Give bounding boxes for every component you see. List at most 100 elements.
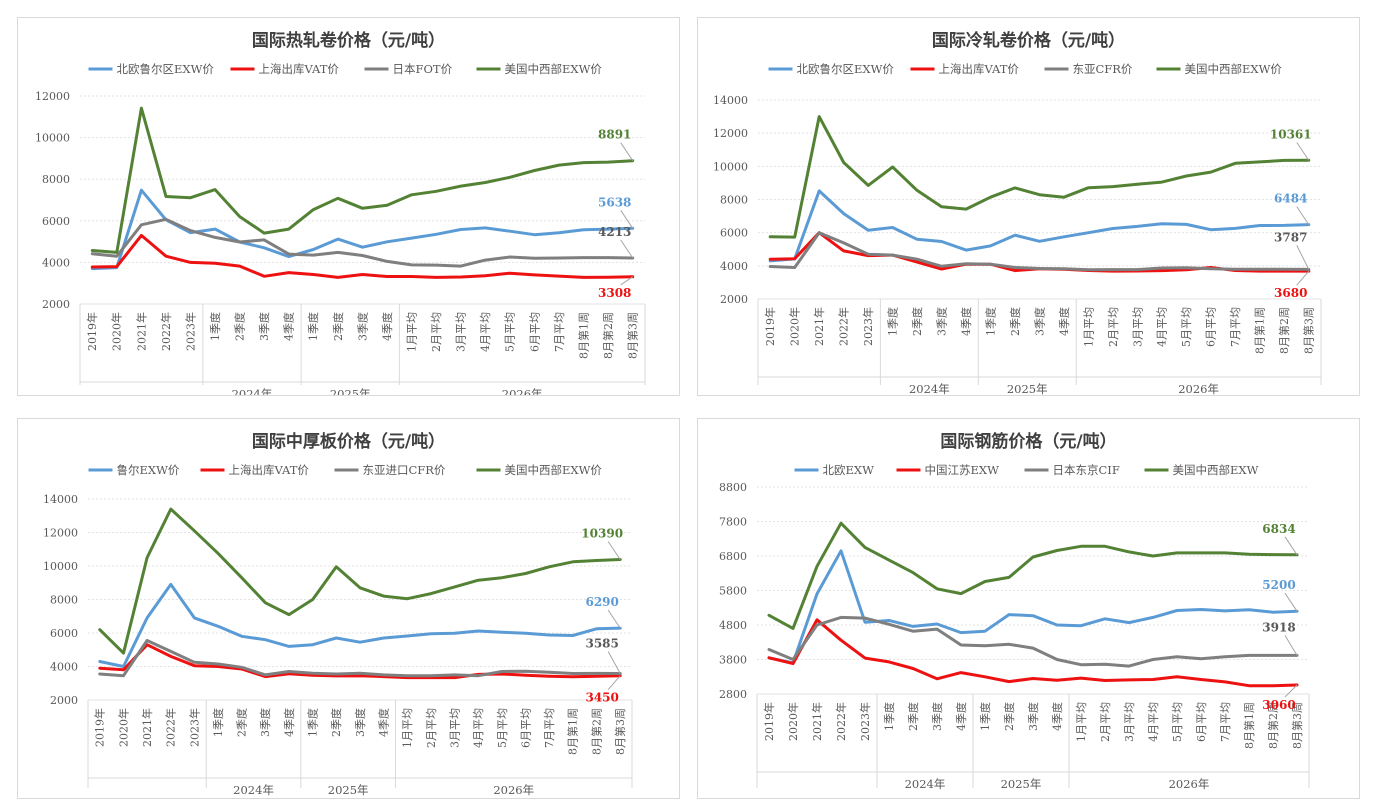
y-tick-label: 2000 [42,298,70,311]
x-tick-label: 2023年 [183,312,197,351]
x-tick-label: 2019年 [763,307,777,346]
leader-line [620,276,633,286]
x-tick-label: 2022年 [837,307,851,346]
series-line [98,639,622,678]
x-tick-label: 4季度 [1050,702,1064,731]
data-label: 10361 [1270,127,1312,141]
x-tick-label: 4季度 [380,312,394,341]
x-tick-label: 3月平均 [455,312,468,352]
x-tick-label: 3季度 [355,312,369,341]
y-tick-label: 6000 [720,227,748,240]
x-tick-label: 2月平均 [430,312,443,352]
x-tick-label: 5月平均 [1171,702,1184,742]
x-tick-label: 2020年 [788,307,802,346]
group-label: 2024年 [233,783,274,797]
y-tick-label: 2000 [50,694,78,707]
leader-line [620,210,634,229]
x-tick-label: 2季度 [233,312,247,341]
legend-label: 上海出库VAT价 [939,62,1020,76]
y-tick-label: 4000 [720,260,748,273]
data-label: 10390 [581,526,623,540]
x-tick-label: 3季度 [1032,307,1046,336]
group-label: 2024年 [905,777,946,791]
x-tick-label: 2季度 [331,312,345,341]
y-tick-label: 8000 [50,594,78,607]
series-line [767,549,1299,665]
x-tick-label: 2023年 [187,708,201,747]
x-tick-label: 2季度 [235,708,249,737]
y-tick-label: 6800 [719,550,747,563]
data-label: 3450 [585,691,618,705]
data-label: 5638 [598,195,631,209]
legend-item: 中国江苏EXW [896,463,999,477]
group-label: 2024年 [232,387,273,395]
data-label: 3918 [1262,620,1295,634]
x-tick-label: 2022年 [159,312,173,351]
legend-item: 日本FOT价 [364,62,453,76]
legend-item: 北欧EXW [794,463,874,477]
x-tick-label: 2021年 [810,702,824,741]
x-tick-label: 2019年 [93,708,107,747]
data-label: 3585 [585,636,618,650]
legend-item: 上海出库VAT价 [200,463,310,477]
x-tick-label: 2019年 [85,312,99,351]
x-tick-label: 2月平均 [1107,307,1120,347]
leader-line [607,675,621,691]
x-tick-label: 8月第2周 [1277,307,1291,354]
y-tick-label: 10000 [35,132,70,145]
x-tick-label: 2022年 [834,702,848,741]
series-line [90,106,635,254]
x-tick-label: 2020年 [786,702,800,741]
x-tick-label: 8月第1周 [1253,307,1267,354]
leader-line [1296,270,1310,286]
x-tick-label: 1季度 [978,702,992,731]
legend-item: 上海出库VAT价 [910,62,1020,76]
data-label: 4213 [598,225,631,239]
y-tick-label: 4000 [50,661,78,674]
legend-item: 上海出库VAT价 [230,62,339,76]
chart-title: 国际中厚板价格（元/吨） [252,431,445,452]
legend-label: 美国中西部EXW价 [505,62,603,76]
y-tick-label: 10000 [713,160,748,173]
x-tick-label: 3月平均 [448,708,461,748]
legend-item: 东亚CFR价 [1044,62,1133,76]
legend-label: 上海出库VAT价 [229,463,310,477]
y-tick-label: 8000 [42,173,70,186]
series-line [98,643,622,680]
x-tick-label: 2023年 [858,702,872,741]
x-tick-label: 3季度 [257,312,271,341]
data-label: 8891 [598,128,631,142]
chart-title: 国际冷轧卷价格（元/吨） [932,30,1125,51]
leader-line [1284,536,1298,556]
legend-label: 东亚进口CFR价 [363,463,446,477]
x-tick-label: 2022年 [164,708,178,747]
group-label: 2025年 [330,387,371,395]
data-label: 6834 [1262,522,1295,536]
data-label: 3060 [1262,698,1295,712]
x-tick-label: 3季度 [934,307,948,336]
chart-title: 国际热轧卷价格（元/吨） [252,30,445,51]
data-label: 3787 [1274,230,1307,244]
medium-heavy-plate-chart: 国际中厚板价格（元/吨） 鲁尔EXW价 上海出库VAT价 东亚进口CFR价 美国中西部E… [43,431,633,797]
leader-line [1284,592,1298,612]
legend-label: 美国中西部EXW [1173,463,1259,477]
x-tick-label: 2季度 [329,708,343,737]
x-tick-label: 3季度 [930,702,944,731]
group-label: 2026年 [502,387,543,395]
x-tick-label: 1季度 [882,702,896,731]
y-tick-label: 14000 [713,94,748,107]
x-tick-label: 4季度 [1057,307,1071,336]
x-tick-label: 4季度 [377,708,391,737]
x-tick-label: 2季度 [906,702,920,731]
x-tick-label: 7月平均 [1219,702,1232,742]
legend-item: 美国中西部EXW [1144,463,1259,477]
x-tick-label: 4月平均 [479,312,492,352]
legend-item: 美国中西部EXW价 [476,463,602,477]
legend-item: 鲁尔EXW价 [88,463,180,477]
x-tick-label: 2020年 [110,312,124,351]
chart-title: 国际钢筋价格（元/吨） [940,431,1116,452]
series-line [767,521,1299,630]
group-label: 2025年 [1001,777,1042,791]
cold-rolled-coil-chart: 国际冷轧卷价格（元/吨） 北欧鲁尔区EXW价 上海出库VAT价 东亚CFR价 美国中西部… [713,30,1322,395]
chart-panel-cold-rolled: 国际冷轧卷价格（元/吨） 北欧鲁尔区EXW价 上海出库VAT价 东亚CFR价 美国中西部… [697,17,1360,396]
